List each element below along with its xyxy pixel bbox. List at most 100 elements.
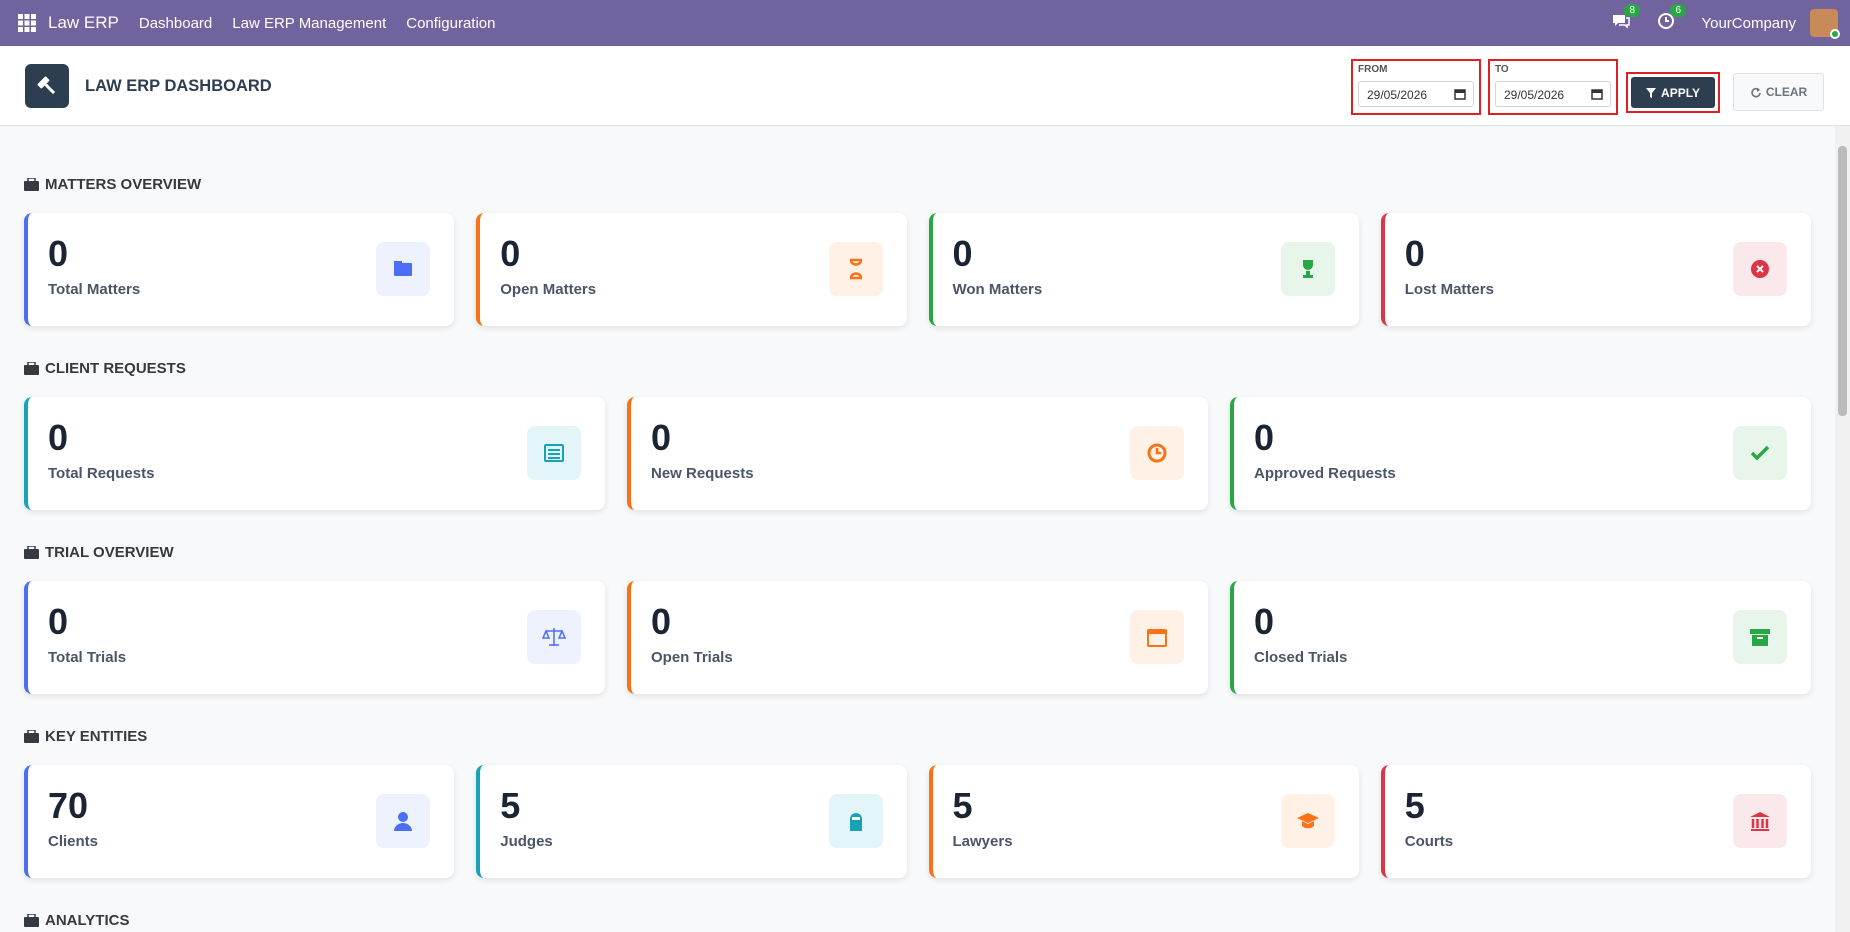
card-row: 0 Total Matters 0 Open Matters 0 Won Matters 0…: [24, 213, 1811, 326]
stat-card[interactable]: 0 Lost Matters: [1380, 213, 1811, 326]
stat-label: Lost Matters: [1404, 281, 1494, 298]
stat-value: 5: [500, 785, 521, 826]
stat-label: Open Trials: [651, 649, 733, 666]
button-label: CLEAR: [1765, 85, 1808, 99]
stat-icon: [376, 242, 431, 296]
stat-label: Judges: [500, 833, 553, 850]
section-heading: TRIAL OVERVIEW: [45, 543, 174, 561]
stat-value: 5: [1404, 785, 1425, 826]
menu-item[interactable]: Configuration: [406, 14, 496, 32]
stat-value: 0: [48, 601, 69, 642]
stat-label: New Requests: [651, 465, 754, 482]
stat-value: 0: [48, 417, 69, 458]
date-label: FROM: [1358, 64, 1388, 75]
stat-icon: [1733, 426, 1787, 480]
page-title: LAW ERP DASHBOARD: [85, 77, 272, 95]
stat-value: 0: [1254, 417, 1275, 458]
card-row: 70 Clients 5 Judges 5 Lawyers 5 Courts: [24, 765, 1811, 878]
date-input[interactable]: 29/05/2026: [1495, 81, 1611, 107]
stat-card[interactable]: 0 Total Requests: [24, 397, 605, 510]
section-heading: CLIENT REQUESTS: [45, 359, 186, 377]
stat-card[interactable]: 0 Won Matters: [928, 213, 1359, 326]
stat-label: Total Matters: [48, 281, 141, 298]
apply-wrap: APPLY: [1626, 72, 1720, 113]
stat-icon: [1130, 426, 1184, 480]
stat-value: 0: [952, 233, 973, 274]
stat-card[interactable]: 0 Closed Trials: [1230, 581, 1811, 694]
stat-card[interactable]: 0 New Requests: [627, 397, 1208, 510]
badge: 8: [1624, 4, 1641, 17]
badge: 6: [1670, 4, 1687, 17]
control-panel: LAW ERP DASHBOARD FROM 29/05/2026 TO 29/…: [0, 46, 1850, 126]
activities[interactable]: 6: [1657, 4, 1687, 34]
stat-label: Open Matters: [500, 281, 597, 298]
stat-label: Approved Requests: [1254, 465, 1396, 482]
dashboard: MATTERS OVERVIEW 0 Total Matters 0 Open Matt…: [0, 126, 1835, 932]
stat-value: 0: [651, 601, 672, 642]
company[interactable]: YourCompany: [1701, 14, 1796, 32]
stat-card[interactable]: 0 Total Trials: [24, 581, 605, 694]
stat-icon: [1733, 610, 1787, 664]
stat-value: 0: [651, 417, 672, 458]
stat-label: Courts: [1404, 833, 1454, 850]
title-icon: [25, 64, 69, 108]
stat-value: 0: [1254, 601, 1275, 642]
stat-icon: [1733, 794, 1787, 848]
button-label: APPLY: [1661, 85, 1700, 100]
app-name[interactable]: Law ERP: [48, 13, 119, 32]
scrollbar: [1835, 126, 1850, 932]
avatar[interactable]: [1810, 9, 1840, 39]
stat-label: Closed Trials: [1254, 649, 1348, 666]
stat-icon: [376, 794, 431, 848]
section-title: KEY ENTITIES: [24, 725, 1811, 747]
date-input[interactable]: 29/05/2026: [1358, 81, 1474, 107]
stat-card[interactable]: 5 Judges: [476, 765, 907, 878]
stat-icon: [1280, 794, 1335, 848]
stat-card[interactable]: 70 Clients: [24, 765, 455, 878]
section-title: CLIENT REQUESTS: [24, 357, 1811, 379]
messages[interactable]: 8: [1611, 4, 1641, 34]
stat-card[interactable]: 0 Open Matters: [476, 213, 907, 326]
stat-card[interactable]: 5 Courts: [1380, 765, 1811, 878]
apply-button[interactable]: APPLY: [1631, 77, 1715, 108]
menu-item[interactable]: Dashboard: [138, 14, 213, 32]
stat-label: Clients: [48, 833, 99, 850]
stat-value: 0: [1404, 233, 1425, 274]
section-heading: KEY ENTITIES: [45, 727, 148, 745]
stat-icon: [1733, 242, 1787, 296]
date-filter: TO 29/05/2026: [1488, 59, 1618, 115]
stat-icon: [1280, 242, 1335, 296]
section-title: MATTERS OVERVIEW: [24, 173, 1811, 195]
stat-icon: [828, 242, 883, 296]
date-value: 29/05/2026: [1367, 88, 1428, 102]
stat-label: Total Trials: [48, 649, 127, 666]
navbar: Law ERP Dashboard Law ERP Management Con…: [0, 0, 1850, 46]
stat-icon: [1130, 610, 1184, 664]
card-row: 0 Total Trials 0 Open Trials 0 Closed Trials: [24, 581, 1811, 694]
date-filter: FROM 29/05/2026: [1351, 59, 1481, 115]
stat-icon: [828, 794, 883, 848]
menu-item[interactable]: Law ERP Management: [232, 14, 387, 32]
stat-icon: [527, 426, 581, 480]
stat-card[interactable]: 0 Total Matters: [24, 213, 455, 326]
stat-label: Total Requests: [48, 465, 155, 482]
date-label: TO: [1495, 64, 1509, 75]
section-title: TRIAL OVERVIEW: [24, 541, 1811, 563]
stat-value: 0: [500, 233, 521, 274]
date-value: 29/05/2026: [1504, 88, 1565, 102]
stat-value: 70: [48, 785, 89, 826]
apps-icon[interactable]: [18, 14, 36, 32]
section-heading: MATTERS OVERVIEW: [45, 175, 202, 193]
stat-value: 0: [48, 233, 69, 274]
stat-card[interactable]: 0 Open Trials: [627, 581, 1208, 694]
stat-card[interactable]: 0 Approved Requests: [1230, 397, 1811, 510]
section-heading: ANALYTICS: [45, 911, 130, 929]
stat-label: Lawyers: [952, 833, 1013, 850]
clear-button[interactable]: CLEAR: [1733, 73, 1824, 111]
stat-label: Won Matters: [952, 281, 1043, 298]
card-row: 0 Total Requests 0 New Requests 0 Approved Re…: [24, 397, 1811, 510]
stat-value: 5: [952, 785, 973, 826]
section-title: ANALYTICS: [24, 909, 1811, 931]
stat-card[interactable]: 5 Lawyers: [928, 765, 1359, 878]
